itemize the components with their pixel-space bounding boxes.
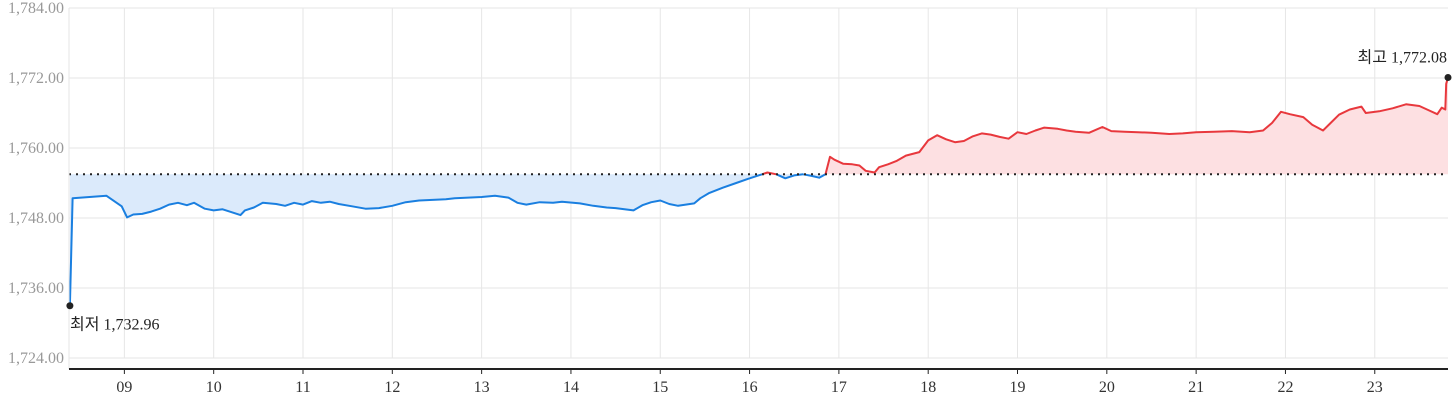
max-point-marker [1444, 74, 1452, 82]
y-tick-label: 1,760.00 [8, 140, 64, 157]
axes: 1,784.00 1,772.00 1,760.00 1,748.00 1,736.00… [8, 0, 1448, 396]
x-tick-label: 20 [1099, 379, 1115, 396]
x-tick-label: 22 [1277, 379, 1293, 396]
x-tick-label: 23 [1367, 379, 1383, 396]
y-tick-label: 1,748.00 [8, 210, 64, 227]
above-baseline-line [824, 77, 1449, 175]
max-annotation: 최고 1,772.08 [1358, 49, 1447, 67]
x-tick-label: 18 [920, 379, 936, 396]
extreme-markers: 최저 1,732.96 최고 1,772.08 [66, 49, 1452, 334]
x-tick-label: 09 [116, 379, 132, 396]
x-tick-label: 15 [652, 379, 668, 396]
y-tick-label: 1,784.00 [8, 0, 64, 17]
y-tick-label: 1,772.00 [8, 70, 64, 87]
min-annotation: 최저 1,732.96 [70, 316, 159, 334]
x-tick-label: 13 [474, 379, 490, 396]
x-tick-label: 11 [295, 379, 310, 396]
x-tick-label: 16 [742, 379, 758, 396]
y-tick-label: 1,724.00 [8, 350, 64, 367]
x-tick-label: 19 [1010, 379, 1026, 396]
above-baseline-fill [825, 77, 1448, 175]
price-lines [68, 77, 1449, 306]
x-tick-label: 14 [563, 379, 579, 396]
x-tick-label: 21 [1188, 379, 1204, 396]
min-point-marker [66, 302, 74, 310]
x-tick-label: 10 [206, 379, 222, 396]
below-baseline-fill [69, 174, 763, 306]
below-baseline-line [803, 173, 826, 179]
x-tick-label: 12 [384, 379, 400, 396]
below-baseline-line [68, 173, 763, 306]
area-fills [69, 77, 1448, 306]
y-tick-label: 1,736.00 [8, 280, 64, 297]
x-tick-label: 17 [831, 379, 847, 396]
